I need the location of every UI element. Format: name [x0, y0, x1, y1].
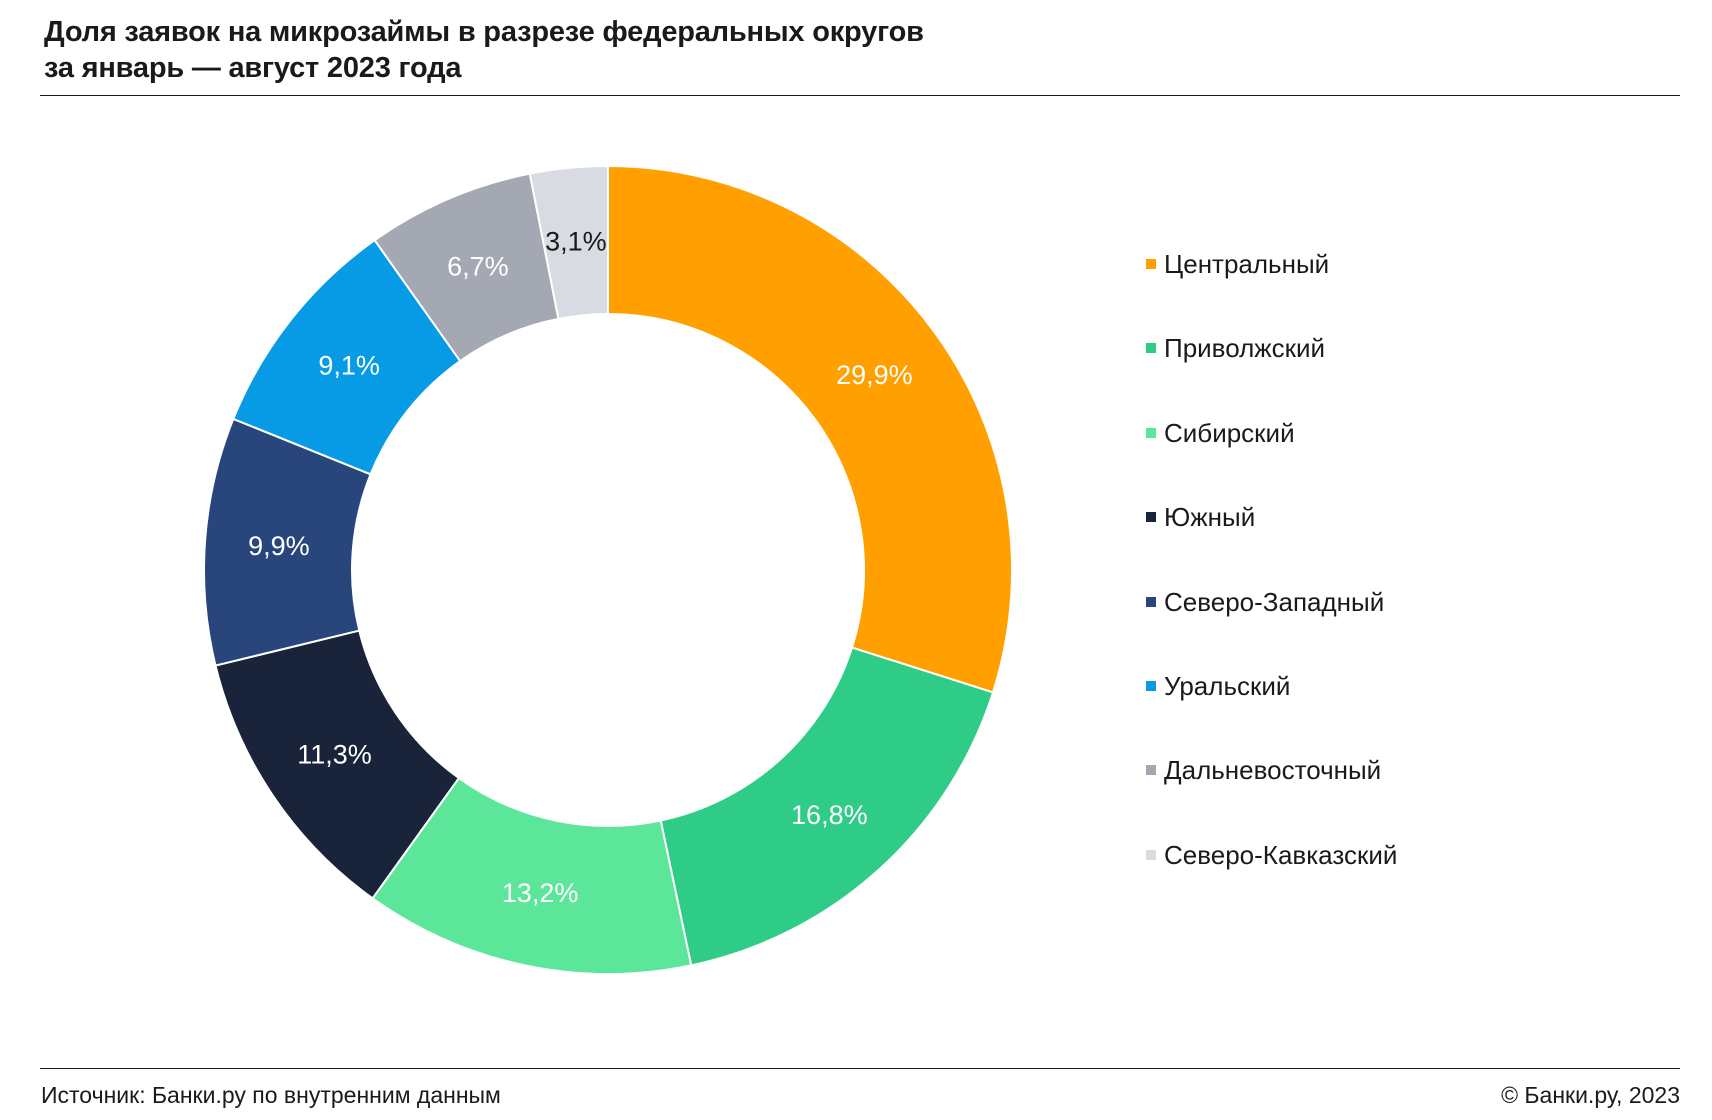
- slice-value-label-5: 9,9%: [248, 531, 310, 561]
- slice-value-label-8: 3,1%: [545, 227, 607, 257]
- legend-label: Приволжский: [1164, 333, 1326, 364]
- footer-divider: [40, 1068, 1680, 1069]
- legend-swatch: [1146, 259, 1156, 269]
- donut-slice-labels: 29,9% 16,8% 13,2% 11,3% 9,9% 9,1% 6,7% 3,1%: [248, 227, 913, 908]
- title-divider: [40, 95, 1680, 96]
- slice-value-label-2: 16,8%: [791, 800, 868, 830]
- chart-title-line-1: Доля заявок на микрозаймы в разрезе феде…: [44, 16, 924, 48]
- legend-label: Северо-Кавказский: [1164, 839, 1398, 870]
- chart-title-line-2: за январь — август 2023 года: [44, 52, 462, 84]
- donut-slice-2: [659, 646, 995, 967]
- donut-slices: [203, 164, 1013, 975]
- legend-swatch: [1146, 343, 1156, 354]
- legend-label: Северо-Западный: [1164, 586, 1385, 617]
- donut-slice-3: [371, 776, 693, 975]
- slice-value-label-4: 11,3%: [297, 740, 372, 770]
- legend-label: Южный: [1164, 502, 1256, 533]
- slice-value-label-7: 6,7%: [447, 252, 509, 282]
- chart-title: Доля заявок на микрозаймы в разрезе феде…: [44, 14, 1544, 86]
- legend-swatch: [1146, 512, 1156, 523]
- legend-swatch: [1146, 427, 1156, 438]
- legend-swatch: [1146, 765, 1156, 776]
- slice-value-label-6: 9,1%: [318, 350, 380, 380]
- slice-value-label-1: 29,9%: [836, 360, 913, 390]
- legend-label: Центральный: [1164, 249, 1330, 279]
- legend-swatch: [1146, 596, 1156, 607]
- slice-value-label-3: 13,2%: [502, 878, 579, 908]
- source-note: Источник: Банки.ру по внутренним данным: [41, 1082, 501, 1108]
- legend-swatch: [1146, 849, 1156, 860]
- copyright-note: © Банки.ру, 2023: [1501, 1082, 1680, 1108]
- legend-label: Сибирский: [1164, 417, 1295, 448]
- legend-label: Дальневосточный: [1164, 755, 1382, 786]
- donut-slice-1: [607, 164, 1013, 694]
- legend-label: Уральский: [1164, 670, 1291, 701]
- donut-slice-8: [528, 164, 609, 321]
- legend-swatch: [1146, 680, 1156, 691]
